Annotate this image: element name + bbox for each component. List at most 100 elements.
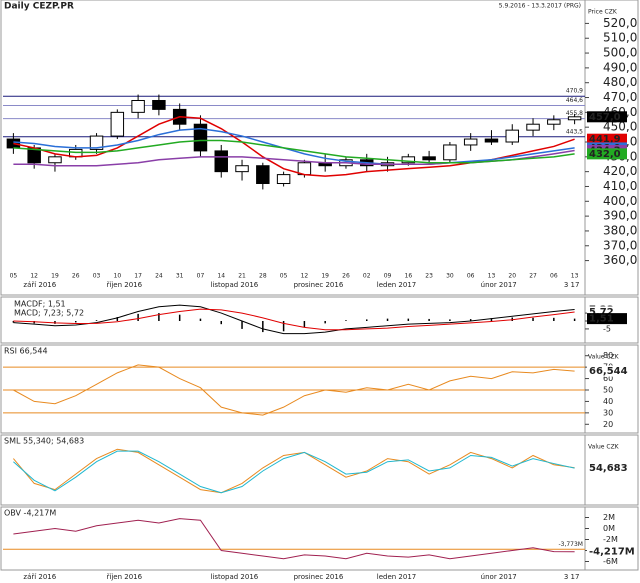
panel-title: OBV -4,217M	[4, 509, 56, 518]
candle-body	[505, 129, 519, 143]
y-tick-label: 480,0	[603, 75, 637, 89]
x-tick-label: 14	[217, 273, 225, 280]
x-tick-label: 05	[10, 273, 18, 280]
axis-label: Value CZK	[588, 444, 620, 451]
y-tick-label: 490,0	[603, 60, 637, 74]
value-label-bg	[587, 111, 627, 123]
candle-body	[484, 138, 499, 143]
panel-title: MACD; 7,23; 5,72	[14, 309, 84, 318]
value-label: 54,683	[589, 463, 628, 474]
x-tick-label: 13	[571, 273, 579, 280]
level-label: 443,5	[566, 128, 583, 135]
month-label: prosinec 2016	[294, 573, 344, 581]
value-label: 441,9	[589, 134, 621, 145]
month-label: prosinec 2016	[294, 281, 344, 289]
x-tick-label: 05	[280, 273, 288, 280]
panel	[0, 0, 639, 296]
y-tick-label: 520,0	[603, 16, 637, 30]
candle-body	[443, 144, 457, 161]
panel	[0, 434, 639, 506]
series-line	[13, 364, 575, 416]
candle-body	[214, 150, 228, 173]
month-label: 3 17	[564, 573, 580, 581]
series-line	[13, 448, 575, 494]
candle-body	[131, 99, 145, 113]
x-tick-label: 23	[425, 273, 433, 280]
candle-body	[526, 123, 540, 131]
x-tick-label: 20	[508, 273, 516, 280]
value-label: 432,0	[589, 149, 621, 160]
series-line	[13, 127, 575, 165]
x-tick-label: 28	[259, 273, 267, 280]
y-tick-label: 60	[603, 374, 613, 383]
panel-title: SML 55,340; 54,683	[4, 437, 84, 446]
month-label: únor 2017	[481, 573, 517, 581]
panel	[0, 296, 639, 344]
level-label: 470,9	[566, 88, 583, 95]
x-tick-label: 19	[51, 273, 59, 280]
x-tick-label: 12	[30, 273, 38, 280]
month-label: říjen 2016	[107, 281, 143, 289]
series-line	[13, 450, 575, 494]
x-tick-label: 26	[72, 273, 80, 280]
y-tick-label: 450,0	[603, 120, 637, 134]
value-label: 1,51	[589, 314, 614, 325]
y-tick-label: 2M	[603, 513, 615, 522]
y-tick-label: 370,0	[603, 238, 637, 252]
y-tick-label: 420,0	[603, 164, 637, 178]
candle-body	[256, 165, 270, 185]
y-tick-label: 510,0	[603, 31, 637, 45]
y-tick-label: 380,0	[603, 223, 637, 237]
series-line	[13, 518, 575, 560]
value-label: -4,217M	[589, 547, 635, 558]
candle-body	[567, 116, 582, 121]
candle-body	[401, 156, 416, 164]
value-label-bg	[587, 148, 627, 160]
x-tick-label: 16	[405, 273, 413, 280]
level-label: -3,773M	[558, 541, 583, 548]
x-tick-label: 13	[488, 273, 496, 280]
panel-title: MACDF; 1,51	[14, 300, 66, 309]
x-tick-label: 09	[384, 273, 392, 280]
x-tick-label: 06	[550, 273, 558, 280]
candle-body	[193, 123, 208, 152]
y-tick-label: 360,0	[603, 253, 637, 267]
x-tick-label: 06	[467, 273, 475, 280]
month-label: leden 2017	[377, 281, 416, 289]
series-line	[13, 304, 575, 335]
month-label: září 2016	[23, 281, 56, 289]
x-tick-label: 03	[93, 273, 101, 280]
x-tick-label: 26	[342, 273, 350, 280]
candle-body	[463, 138, 478, 146]
x-tick-label: 10	[114, 273, 122, 280]
x-tick-label: 31	[176, 273, 184, 280]
subtitle: 5.9.2016 - 13.3.2017 (PRG)	[499, 3, 581, 10]
series-line	[13, 308, 575, 331]
candle-body	[152, 99, 166, 110]
y-tick-label: 80	[603, 351, 613, 360]
series-line	[13, 139, 575, 164]
x-tick-label: 19	[321, 273, 329, 280]
y-tick-label: 20	[603, 420, 613, 429]
candle-body	[276, 174, 291, 185]
panel	[0, 344, 639, 434]
candle-body	[48, 156, 62, 164]
month-label: listopad 2016	[210, 573, 258, 581]
level-label: 464,6	[566, 97, 583, 104]
level-label: 455,8	[566, 110, 583, 117]
value-label-bg	[587, 462, 627, 474]
value-label: 66,544	[589, 366, 628, 377]
x-tick-label: 30	[446, 273, 454, 280]
y-tick-label: 30	[603, 408, 613, 417]
y-tick-label: 0M	[603, 524, 615, 533]
candle-body	[6, 138, 21, 149]
value-label-bg	[587, 306, 627, 318]
y-tick-label: 40	[603, 397, 613, 406]
value-label-bg	[587, 546, 627, 558]
x-tick-label: 02	[363, 273, 371, 280]
month-label: leden 2017	[377, 573, 416, 581]
y-tick-label: -6M	[603, 557, 618, 566]
value-label-bg	[587, 133, 627, 145]
x-tick-label: 07	[197, 273, 205, 280]
